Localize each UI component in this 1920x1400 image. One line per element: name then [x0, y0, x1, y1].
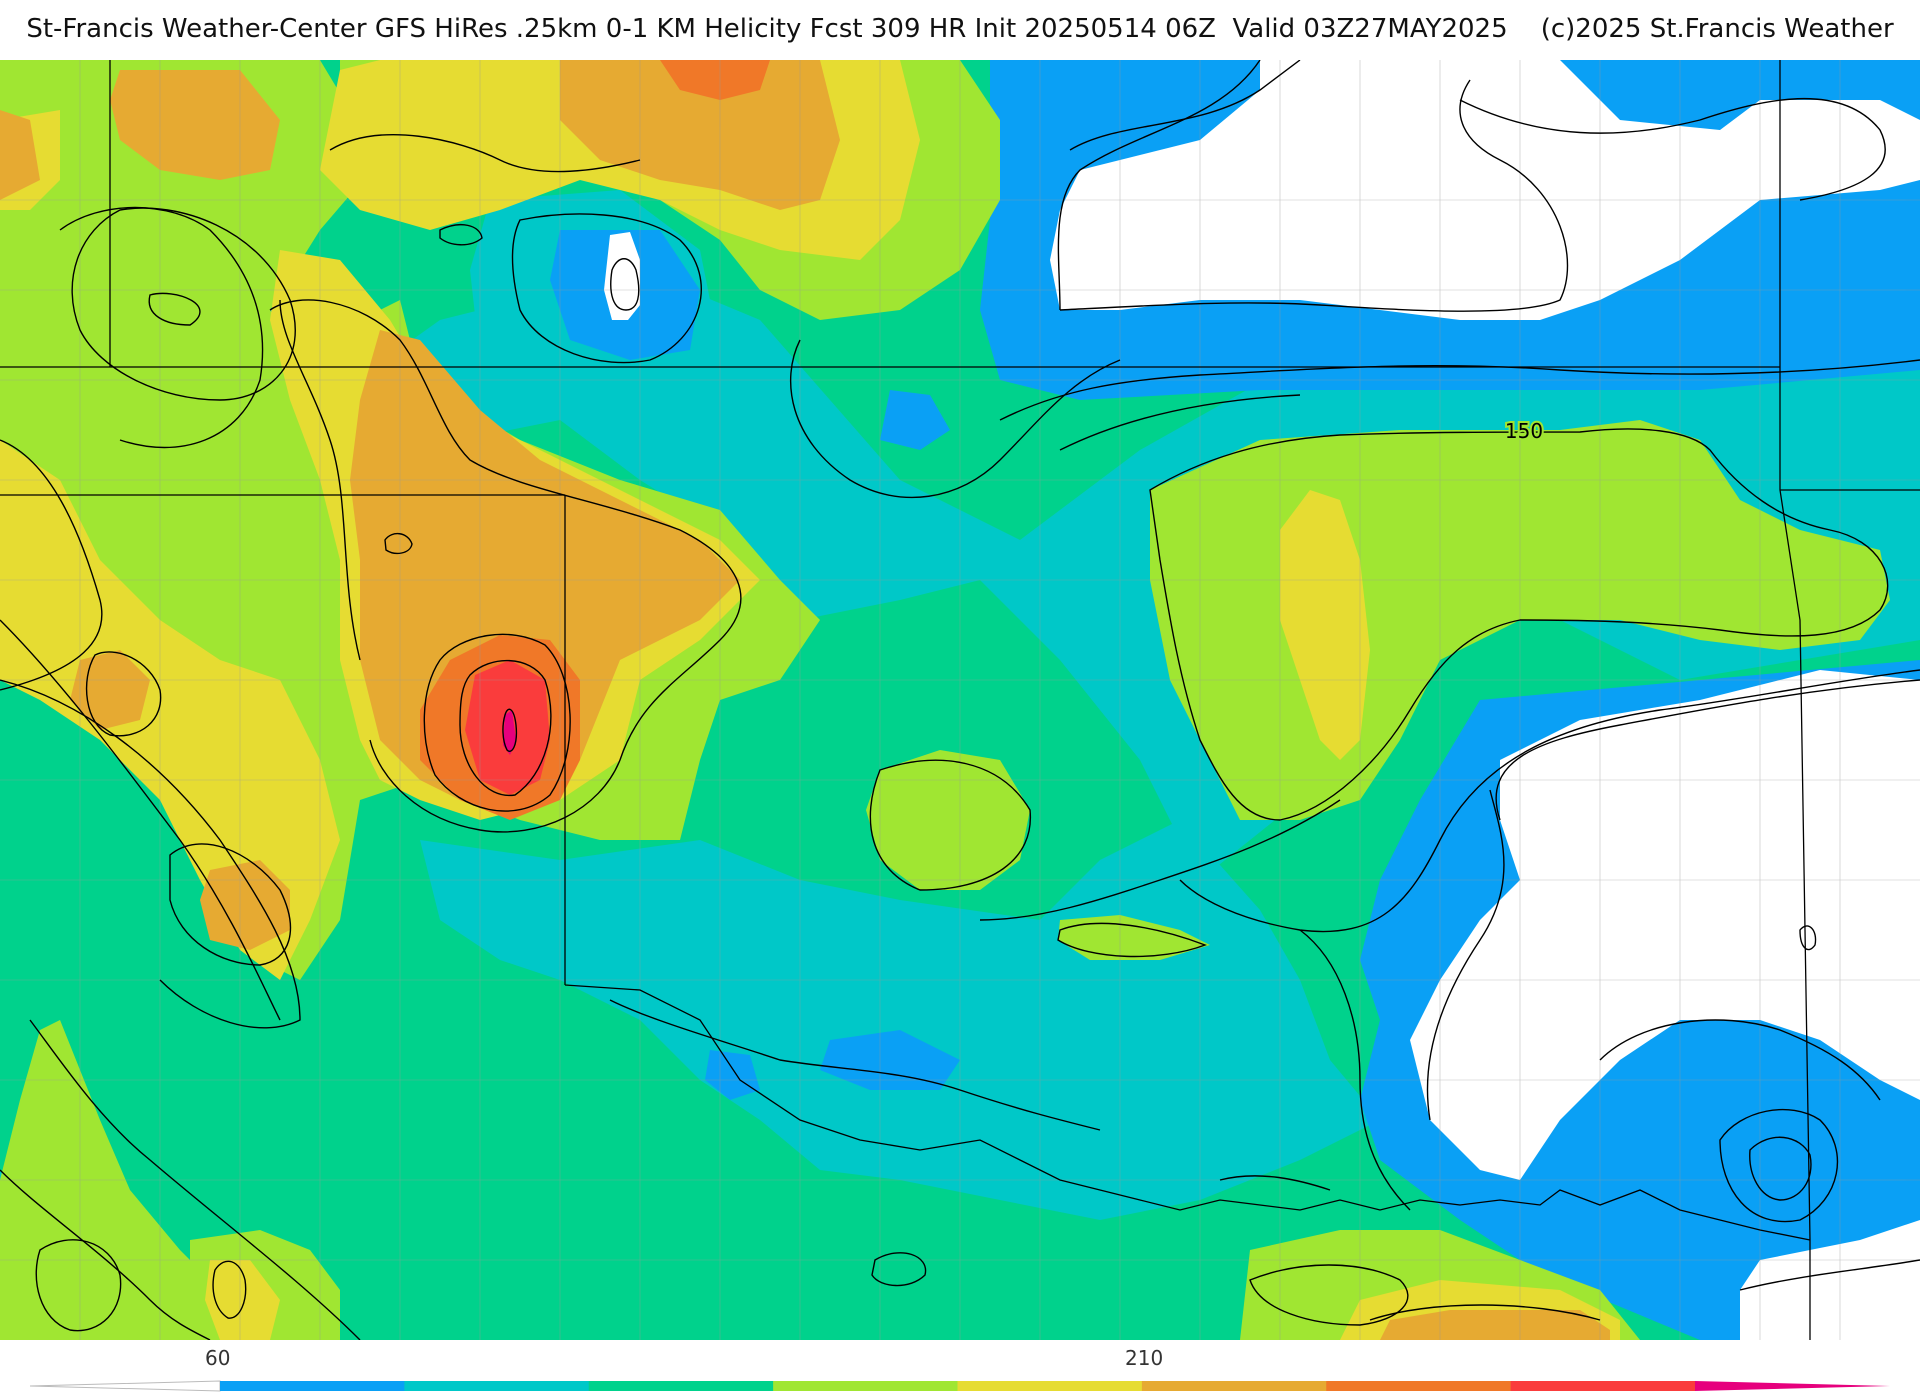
contour-14 [1057, 922, 1207, 958]
contour-16 [1369, 1304, 1601, 1321]
contour-7 [1495, 679, 1920, 821]
map-title: St-Francis Weather-Center GFS HiRes .25k… [26, 14, 1894, 44]
fill-white-northeast [1050, 60, 1920, 320]
fill-yellow-west [0, 440, 340, 980]
fill-orange-northwest [110, 70, 280, 180]
contour-150 [1149, 428, 1889, 821]
contour-24 [329, 134, 641, 173]
contour-23 [148, 292, 201, 326]
fill-orange-far-west [0, 110, 40, 200]
fill-orange-west-2 [200, 860, 290, 950]
contour-32 [384, 533, 413, 555]
state-line-oklahoma-south [564, 984, 1811, 1241]
fill-lime-small-south [1058, 915, 1210, 960]
contour-13 [869, 759, 1032, 891]
contour-15 [1249, 1264, 1409, 1326]
state-boundaries [0, 60, 1920, 1340]
contour-5 [999, 359, 1920, 421]
contour-6 [1179, 669, 1920, 933]
contour-25 [511, 213, 702, 364]
colorbar-segment [957, 1381, 1143, 1391]
colorbar-right-arrow [1695, 1381, 1890, 1391]
colorbar-segment [1510, 1381, 1696, 1391]
contour-9 [1599, 1019, 1881, 1101]
contour-22 [59, 206, 264, 449]
colorbar: 60 210 [0, 1340, 1920, 1400]
contour-18 [169, 843, 292, 966]
fill-blue-south-1 [820, 1030, 960, 1090]
fill-white-southeast [1740, 1220, 1920, 1340]
contour-43 [1299, 929, 1411, 1211]
helicity-map: 150 [0, 60, 1920, 1340]
contour-36 [212, 1260, 247, 1319]
contour-30 [459, 659, 552, 797]
contour-3 [1059, 79, 1569, 312]
colorbar-bar [29, 1380, 1890, 1392]
contour-34 [0, 1169, 211, 1340]
colorbar-segment [1326, 1381, 1512, 1391]
colorbar-segment [1141, 1381, 1327, 1391]
contour-4 [1459, 97, 1886, 201]
colorbar-segment [773, 1381, 958, 1391]
contour-8 [1426, 789, 1505, 1121]
fill-blue-south-2 [705, 1050, 760, 1100]
contour-35 [35, 1239, 122, 1332]
colorbar-label-210: 210 [1125, 1346, 1164, 1370]
fill-dark-orange-north [660, 60, 770, 100]
fill-orange-southeast [1380, 1310, 1610, 1340]
contour-2 [1057, 60, 1261, 311]
contour-29 [423, 633, 571, 812]
colorbar-segment [220, 1381, 405, 1391]
colorbar-label-60: 60 [205, 1346, 231, 1370]
state-line-east [1779, 60, 1811, 1340]
contour-10 [1719, 1108, 1839, 1223]
fill-yellow-east [1280, 490, 1370, 760]
contour-21 [71, 207, 296, 401]
contour-17 [0, 679, 301, 1029]
contour-26 [610, 258, 640, 311]
contour-27 [269, 299, 742, 833]
contour-1 [1069, 60, 1301, 151]
contour-46 [1799, 925, 1817, 951]
contour-11 [1749, 1136, 1812, 1201]
contour-37 [871, 1252, 927, 1287]
fill-white-east [1410, 670, 1920, 1180]
contour-39 [29, 1019, 361, 1340]
contour-33 [439, 224, 483, 246]
contour-38 [0, 619, 281, 1021]
colorbar-segment [404, 1381, 590, 1391]
contour-40 [789, 339, 1121, 499]
colorbar-segments [220, 1381, 1696, 1391]
county-lines [0, 60, 1920, 1340]
contour-45 [1219, 1175, 1331, 1191]
fill-lime-central [866, 750, 1030, 890]
colorbar-left-arrow [29, 1380, 221, 1392]
contour-28 [279, 299, 361, 661]
colorbar-segment [588, 1381, 774, 1391]
contour-41 [1059, 394, 1301, 451]
contour-42 [979, 799, 1341, 921]
contour-label-150: 150 [1505, 419, 1543, 443]
fill-blue-small-1 [880, 390, 950, 450]
contour-20 [0, 439, 103, 691]
fill-orange-north [560, 60, 840, 210]
fill-yellow-southwest [205, 1260, 280, 1340]
helicity-contours [0, 60, 1920, 1340]
contour-19 [85, 651, 162, 737]
contour-44 [609, 999, 1101, 1131]
contour-12 [1739, 1259, 1920, 1291]
contour-31 [502, 708, 518, 752]
fill-magenta-peak [503, 710, 516, 755]
